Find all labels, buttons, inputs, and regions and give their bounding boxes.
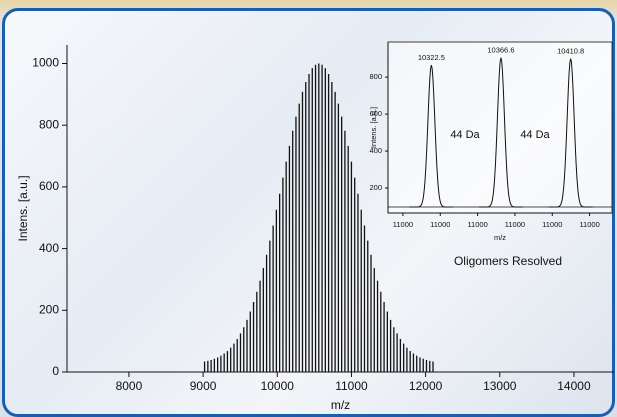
x-tick-label: 11000 [467, 220, 487, 229]
y-tick-label: 400 [369, 146, 382, 155]
peak [409, 65, 454, 208]
peak-label: 10322.5 [418, 53, 445, 62]
y-tick-label: 200 [39, 302, 59, 316]
y-tick-label: 800 [369, 72, 382, 81]
x-tick-label: 11000 [542, 220, 562, 229]
peak [478, 57, 524, 208]
x-tick-label: 10000 [261, 379, 295, 393]
y-axis-label: Intens. [a.u.] [369, 107, 378, 148]
x-tick-label: 11000 [393, 220, 413, 229]
x-tick-label: 13000 [483, 379, 517, 393]
y-tick-label: 200 [369, 183, 382, 192]
x-axis-label: m/z [494, 233, 506, 242]
y-tick-label: 800 [39, 117, 59, 131]
x-tick-label: 11000 [335, 379, 368, 393]
annotation: Oligomers Resolved [454, 254, 562, 268]
peak [548, 58, 593, 208]
annotation: 44 Da [520, 129, 550, 141]
x-tick-label: 11000 [430, 220, 450, 229]
peak-label: 10410.8 [557, 47, 584, 56]
peak-label: 10366.6 [487, 46, 514, 55]
x-tick-label: 8000 [116, 379, 143, 393]
x-tick-label: 11000 [579, 220, 599, 229]
y-axis-label: Intens. [a.u.] [16, 175, 30, 241]
y-tick-label: 600 [369, 109, 382, 118]
y-tick-label: 1000 [32, 56, 59, 70]
x-axis-label: m/z [331, 398, 350, 412]
x-tick-label: 12000 [409, 379, 443, 393]
x-tick-label: 14000 [557, 379, 591, 393]
y-tick-label: 600 [39, 179, 59, 193]
y-tick-label: 0 [52, 364, 59, 378]
annotation: 44 Da [450, 129, 480, 141]
x-tick-label: 11000 [505, 220, 525, 229]
y-tick-label: 400 [39, 241, 59, 255]
x-tick-label: 9000 [190, 379, 217, 393]
